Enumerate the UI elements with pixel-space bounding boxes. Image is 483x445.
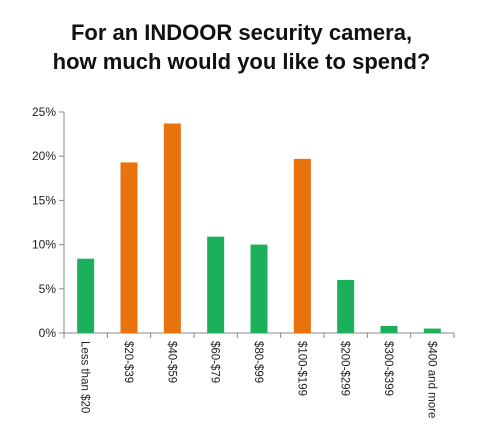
bar <box>77 258 95 333</box>
bar <box>163 123 181 333</box>
y-tick-label: 15% <box>32 193 56 207</box>
x-category-label: $40-$59 <box>165 341 177 383</box>
y-tick-label: 0% <box>39 326 57 340</box>
bar <box>207 236 225 333</box>
y-tick-label: 20% <box>32 149 56 163</box>
bar <box>380 325 398 333</box>
y-tick-label: 10% <box>32 238 56 252</box>
x-category-label: Less than $20 <box>79 341 91 413</box>
bar <box>293 158 311 333</box>
x-category-label: $20-$39 <box>122 341 134 383</box>
chart-title: For an INDOOR security camera, how much … <box>0 18 483 76</box>
bar <box>423 328 441 333</box>
y-tick-label: 25% <box>32 105 56 119</box>
x-category-label: $80-$99 <box>252 341 264 383</box>
x-category-label: $300-$399 <box>382 341 394 396</box>
x-category-label: $200-$299 <box>339 341 351 396</box>
x-category-label: $400 and more <box>425 341 437 418</box>
x-category-label: $100-$199 <box>295 341 307 396</box>
y-tick-label: 5% <box>39 282 57 296</box>
x-category-label: $60-$79 <box>209 341 221 383</box>
bar <box>120 162 138 333</box>
bar <box>250 244 268 333</box>
chart-title-line-2: how much would you like to spend? <box>52 49 431 74</box>
chart-title-line-1: For an INDOOR security camera, <box>70 20 413 45</box>
bar <box>337 279 355 333</box>
